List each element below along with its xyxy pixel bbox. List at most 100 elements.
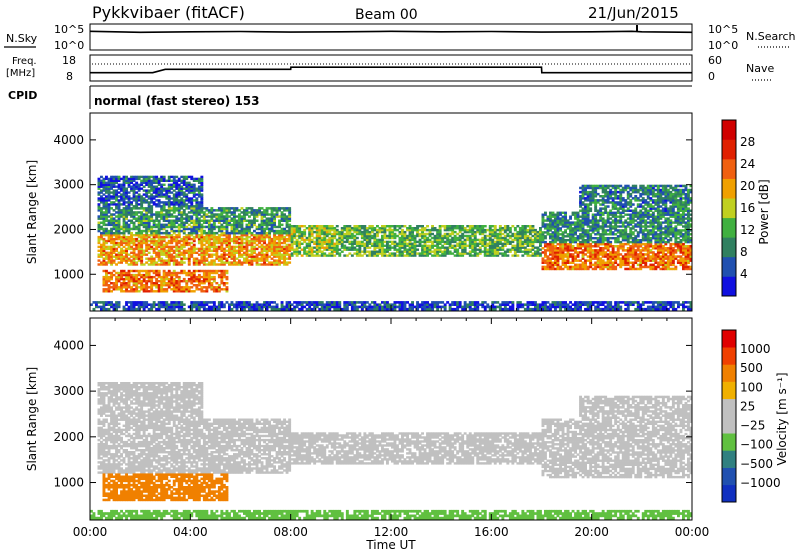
heatmap-cell	[192, 273, 196, 277]
heatmap-cell	[481, 230, 485, 234]
heatmap-cell	[498, 234, 502, 238]
heatmap-cell	[185, 203, 189, 206]
heatmap-cell	[501, 228, 505, 232]
heatmap-cell	[604, 211, 608, 214]
heatmap-cell	[401, 250, 404, 253]
heatmap-cell	[142, 253, 146, 256]
heatmap-cell	[197, 259, 201, 262]
heatmap-cell	[273, 219, 276, 222]
heatmap-cell	[511, 244, 515, 247]
heatmap-cell	[561, 259, 565, 262]
heatmap-cell	[140, 245, 144, 249]
heatmap-cell	[200, 183, 204, 186]
heatmap-cell	[160, 213, 164, 216]
heatmap-cell	[125, 181, 128, 184]
heatmap-cell	[614, 240, 618, 244]
heatmap-cell	[180, 187, 184, 190]
heatmap-cell	[155, 243, 159, 247]
heatmap-cell	[343, 225, 347, 228]
heatmap-cell	[175, 199, 179, 202]
heatmap-cell	[162, 237, 166, 241]
heatmap-cell	[275, 261, 279, 264]
heatmap-cell	[182, 199, 186, 202]
heatmap-cell	[190, 251, 194, 254]
heatmap-cell	[599, 225, 603, 228]
heatmap-cell	[360, 225, 364, 228]
heatmap-cell	[614, 253, 618, 256]
heatmap-cell	[117, 271, 121, 275]
heatmap-cell	[488, 242, 492, 245]
heatmap-cell	[441, 225, 445, 228]
heatmap-cell	[142, 219, 146, 222]
heatmap-cell	[187, 263, 191, 266]
heatmap-cell	[549, 265, 552, 269]
heatmap-cell	[217, 227, 221, 231]
heatmap-cell	[155, 247, 159, 251]
heatmap-cell	[160, 215, 164, 218]
heatmap-cell	[626, 223, 630, 226]
heatmap-cell	[245, 229, 249, 233]
heatmap-cell	[330, 254, 334, 257]
heatmap-cell	[140, 259, 144, 262]
heatmap-cell	[599, 242, 603, 246]
heatmap-cell	[135, 205, 139, 208]
heatmap-cell	[664, 257, 668, 260]
heatmap-cell	[288, 253, 292, 256]
heatmap-cell	[142, 223, 146, 227]
heatmap-cell	[122, 217, 126, 220]
heatmap-cell	[177, 185, 181, 188]
heatmap-cell	[125, 259, 128, 262]
heatmap-cell	[641, 261, 645, 264]
heatmap-cell	[521, 227, 525, 230]
heatmap-cell	[197, 209, 201, 212]
heatmap-cell	[102, 177, 106, 181]
heatmap-cell	[195, 179, 199, 182]
heatmap-cell	[202, 217, 206, 220]
heatmap-cell	[506, 242, 510, 245]
heatmap-cell	[155, 277, 159, 281]
heatmap-cell	[172, 209, 176, 212]
heatmap-cell	[197, 177, 201, 181]
heatmap-cell	[315, 254, 319, 257]
heatmap-cell	[268, 237, 271, 241]
heatmap-cell	[135, 280, 139, 283]
heatmap-cell	[120, 211, 123, 214]
heatmap-cell	[197, 225, 201, 229]
heatmap-cell	[255, 215, 259, 218]
heatmap-cell	[353, 230, 357, 234]
heatmap-cell	[468, 236, 472, 240]
heatmap-cell	[207, 229, 211, 233]
heatmap-cell	[185, 239, 189, 243]
heatmap-cell	[466, 225, 470, 228]
heatmap-cell	[456, 244, 460, 247]
heatmap-cell	[130, 247, 133, 251]
heatmap-cell	[343, 254, 347, 257]
heatmap-cell	[441, 238, 445, 242]
heatmap-cell	[288, 209, 292, 212]
heatmap-cell	[584, 215, 587, 218]
heatmap-cell	[110, 195, 113, 198]
heatmap-cell	[594, 267, 598, 271]
heatmap-cell	[200, 205, 204, 208]
heatmap-cell	[250, 261, 254, 264]
heatmap-cell	[192, 221, 196, 224]
heatmap-cell	[165, 191, 169, 194]
heatmap-cell	[245, 259, 249, 262]
heatmap-cell	[340, 246, 344, 249]
heatmap-cell	[195, 193, 199, 196]
heatmap-cell	[596, 213, 600, 216]
heatmap-cell	[591, 217, 595, 220]
heatmap-cell	[486, 250, 490, 253]
heatmap-cell	[222, 271, 226, 275]
heatmap-cell	[564, 259, 567, 262]
heatmap-cell	[571, 267, 575, 271]
heatmap-cell	[155, 189, 159, 192]
heatmap-cell	[586, 242, 590, 246]
heatmap-cell	[195, 189, 199, 192]
heatmap-cell	[100, 231, 103, 235]
heatmap-cell	[197, 217, 201, 220]
heatmap-cell	[333, 246, 337, 249]
heatmap-cell	[365, 250, 369, 253]
heatmap-cell	[245, 235, 249, 239]
heatmap-cell	[240, 253, 244, 256]
